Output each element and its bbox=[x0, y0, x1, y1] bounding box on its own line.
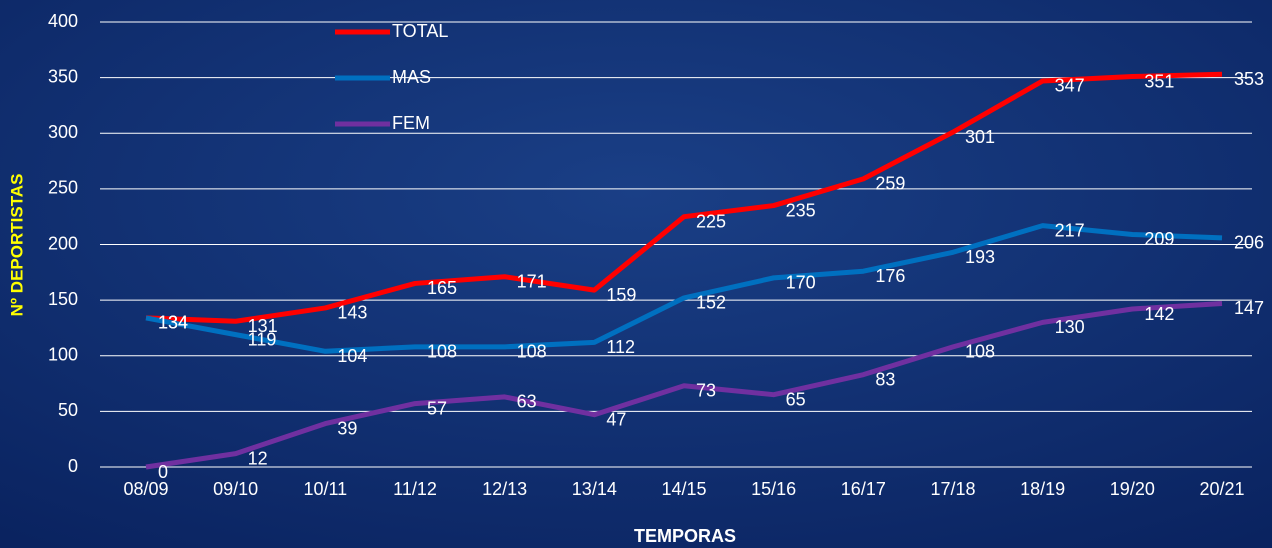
data-label: 47 bbox=[606, 409, 626, 429]
legend-label: TOTAL bbox=[392, 21, 448, 41]
data-label: 176 bbox=[875, 266, 905, 286]
y-tick-label: 400 bbox=[48, 11, 78, 31]
series-line bbox=[145, 71, 1223, 324]
data-label: 134 bbox=[158, 313, 188, 333]
data-label: 119 bbox=[248, 329, 277, 349]
data-label: 12 bbox=[248, 448, 268, 468]
data-label: 351 bbox=[1144, 71, 1174, 91]
data-label: 209 bbox=[1144, 229, 1174, 249]
y-tick-label: 250 bbox=[48, 178, 78, 198]
data-label: 39 bbox=[337, 418, 357, 438]
data-label: 142 bbox=[1144, 304, 1174, 324]
data-label: 104 bbox=[337, 346, 367, 366]
y-tick-label: 0 bbox=[68, 456, 78, 476]
y-tick-label: 100 bbox=[48, 345, 78, 365]
series-line bbox=[145, 300, 1223, 470]
data-label: 165 bbox=[427, 278, 457, 298]
data-label: 147 bbox=[1234, 298, 1264, 318]
data-label: 259 bbox=[875, 174, 905, 194]
data-label: 65 bbox=[786, 389, 806, 409]
data-label: 0 bbox=[158, 462, 168, 482]
data-label: 73 bbox=[696, 381, 716, 401]
series-line bbox=[145, 223, 1223, 354]
data-label: 152 bbox=[696, 293, 726, 313]
x-tick-label: 14/15 bbox=[661, 479, 706, 499]
data-label: 353 bbox=[1234, 69, 1264, 89]
data-label: 134 bbox=[158, 313, 188, 333]
data-label: 159 bbox=[606, 285, 636, 305]
y-tick-label: 300 bbox=[48, 122, 78, 142]
data-label: 131 bbox=[248, 316, 278, 336]
x-tick-label: 11/12 bbox=[393, 479, 437, 499]
legend-label: FEM bbox=[392, 113, 430, 133]
data-label: 301 bbox=[965, 127, 995, 147]
x-tick-label: 18/19 bbox=[1020, 479, 1065, 499]
data-label: 217 bbox=[1055, 220, 1085, 240]
data-label: 63 bbox=[517, 392, 537, 412]
x-tick-label: 13/14 bbox=[572, 479, 617, 499]
data-label: 112 bbox=[606, 337, 635, 357]
data-label: 108 bbox=[965, 342, 995, 362]
x-tick-label: 08/09 bbox=[123, 479, 168, 499]
data-label: 171 bbox=[517, 272, 547, 292]
data-label: 108 bbox=[427, 342, 457, 362]
data-label: 83 bbox=[875, 369, 895, 389]
x-tick-label: 19/20 bbox=[1110, 479, 1155, 499]
data-label: 170 bbox=[786, 273, 816, 293]
data-label: 108 bbox=[517, 342, 547, 362]
x-tick-label: 09/10 bbox=[213, 479, 258, 499]
x-tick-label: 12/13 bbox=[482, 479, 527, 499]
y-tick-label: 50 bbox=[58, 400, 78, 420]
data-label: 206 bbox=[1234, 233, 1264, 253]
x-axis-title: TEMPORAS bbox=[634, 526, 736, 546]
data-label: 193 bbox=[965, 247, 995, 267]
y-tick-label: 350 bbox=[48, 66, 78, 86]
y-tick-label: 150 bbox=[48, 289, 78, 309]
y-axis-title: Nº DEPORTISTAS bbox=[7, 174, 26, 317]
data-label: 225 bbox=[696, 211, 726, 231]
x-tick-label: 10/11 bbox=[303, 479, 347, 499]
x-tick-label: 17/18 bbox=[930, 479, 975, 499]
x-tick-label: 15/16 bbox=[751, 479, 796, 499]
data-label: 130 bbox=[1055, 317, 1085, 337]
y-tick-label: 200 bbox=[48, 233, 78, 253]
legend-label: MAS bbox=[392, 67, 431, 87]
data-label: 57 bbox=[427, 398, 447, 418]
data-label: 235 bbox=[786, 200, 816, 220]
data-label: 143 bbox=[337, 303, 367, 323]
x-tick-label: 20/21 bbox=[1199, 479, 1244, 499]
x-tick-label: 16/17 bbox=[841, 479, 886, 499]
data-label: 347 bbox=[1055, 76, 1085, 96]
